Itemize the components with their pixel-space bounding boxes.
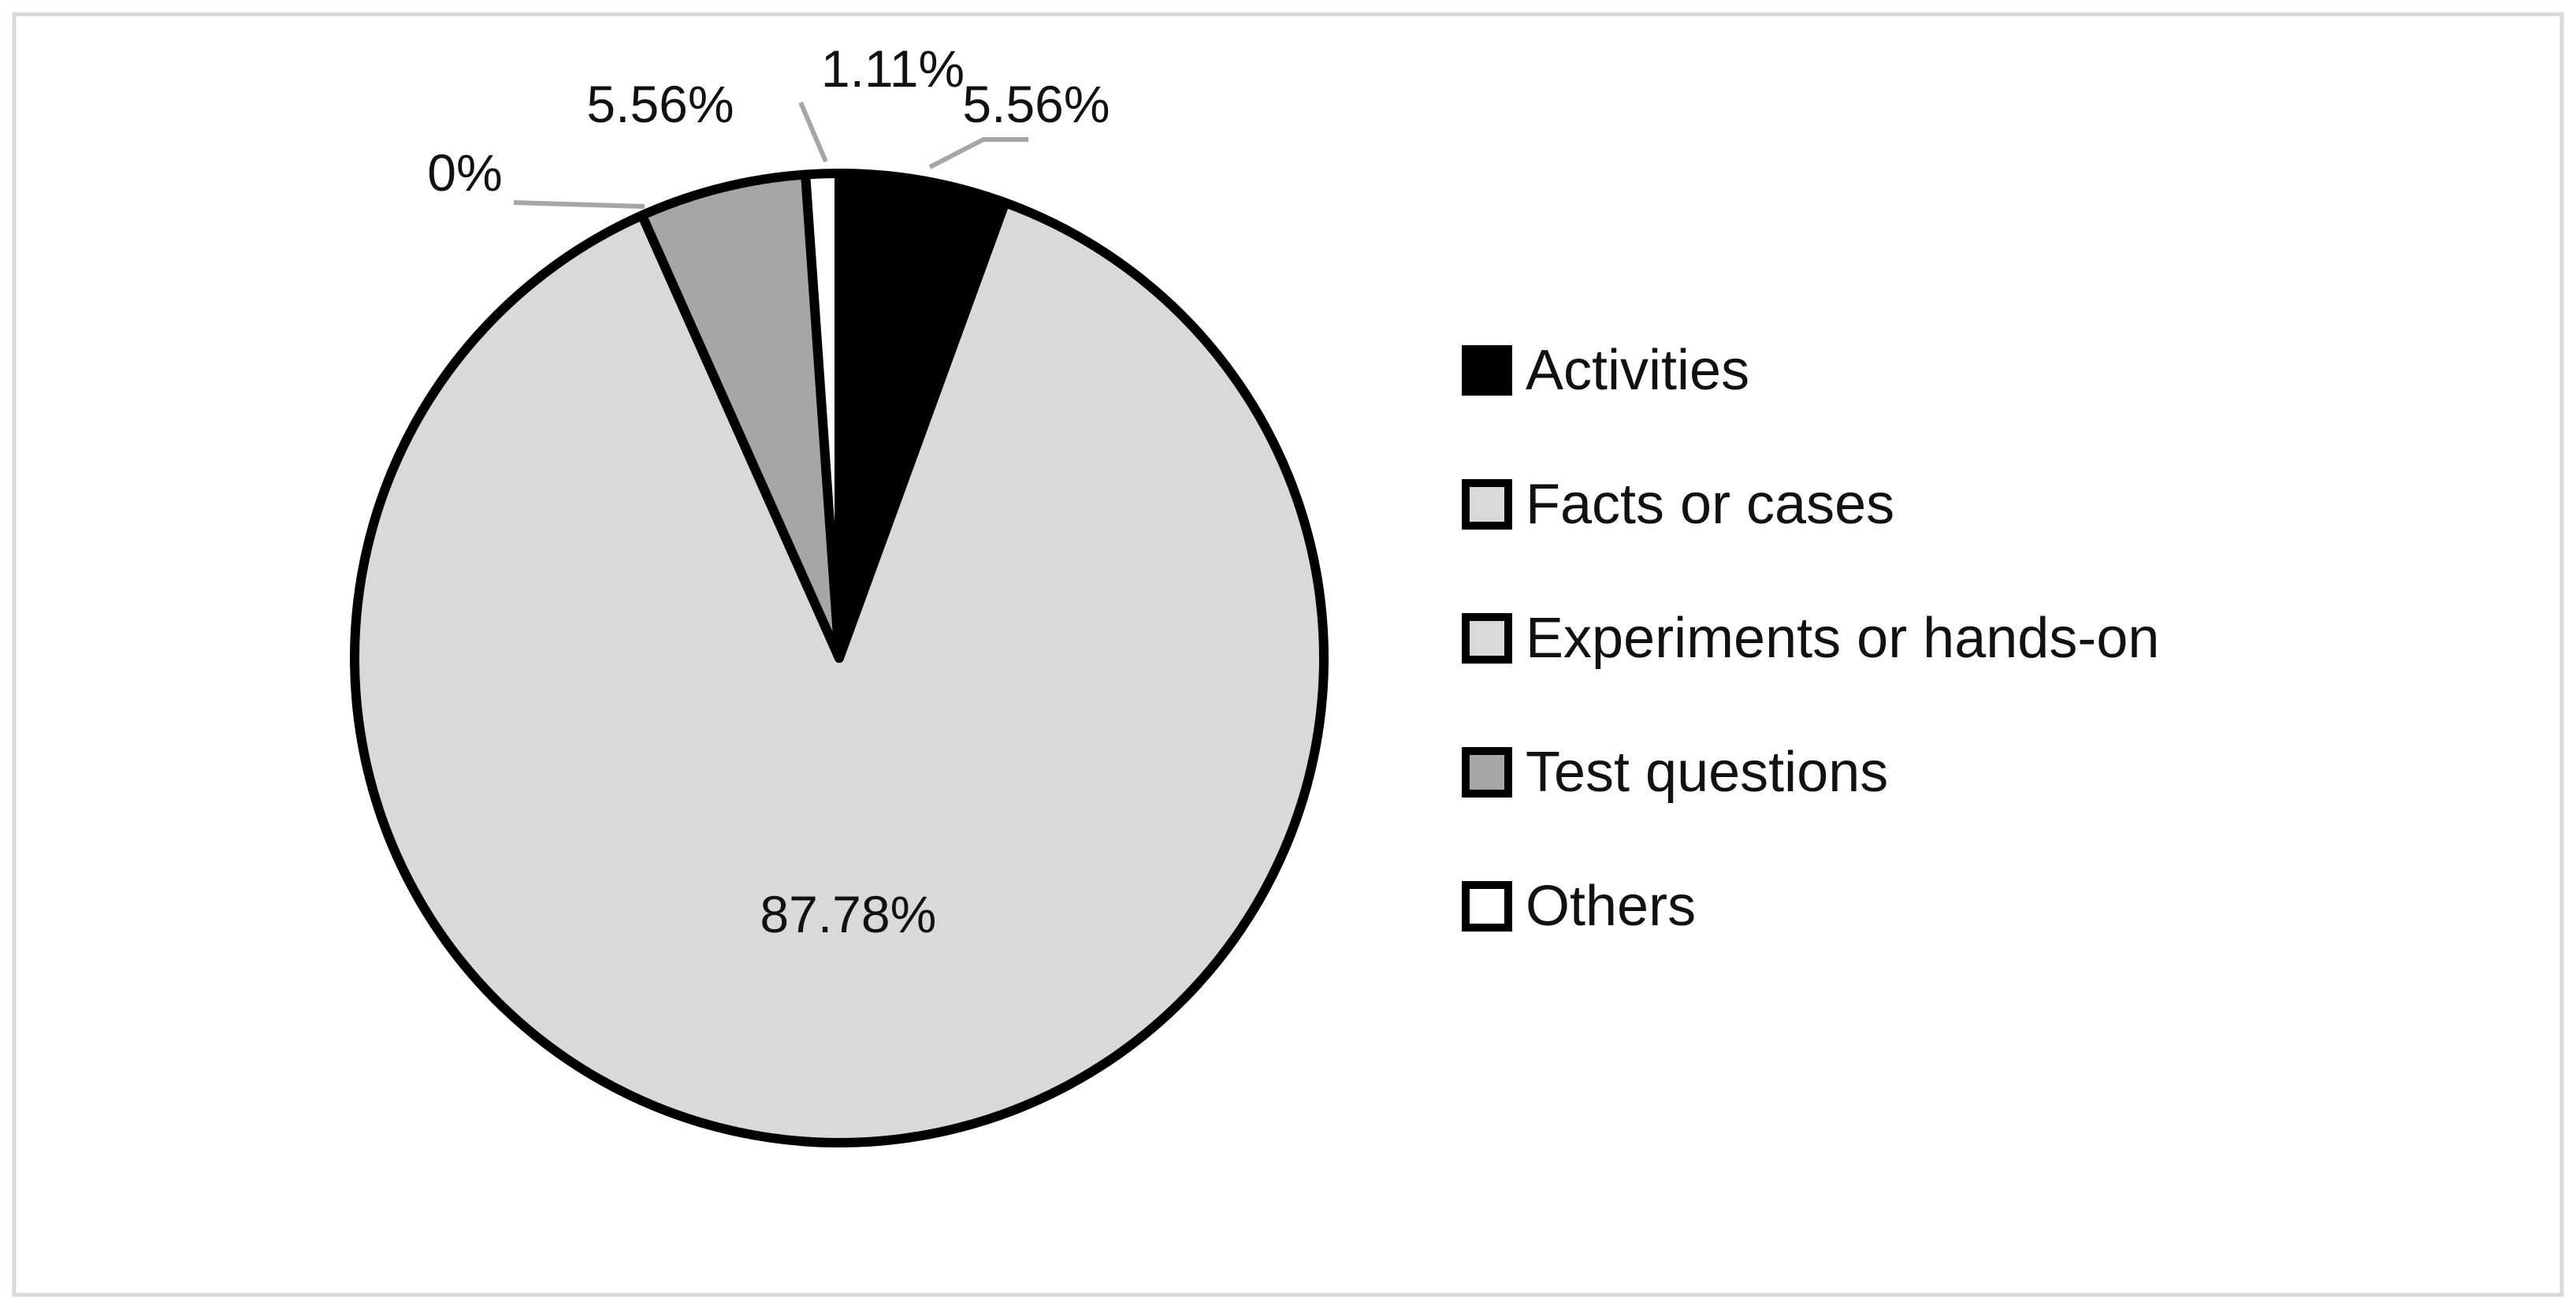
legend-label-experiments-or-hands-on: Experiments or hands-on xyxy=(1526,607,2159,670)
legend-swatch-activities xyxy=(1462,345,1512,396)
leader-lines xyxy=(513,101,1028,209)
legend-label-test-questions: Test questions xyxy=(1526,741,1888,804)
leader-line-activities xyxy=(928,137,1028,169)
data-label-activities: 5.56% xyxy=(962,75,1110,133)
leader-line-experiments-or-hands-on xyxy=(513,200,645,209)
data-label-experiments-or-hands-on: 0% xyxy=(427,143,502,202)
legend-label-others: Others xyxy=(1526,875,1696,938)
data-label-test-questions: 5.56% xyxy=(586,75,734,133)
slice-facts-or-cases xyxy=(350,198,1329,1147)
leader-line-others xyxy=(798,101,828,163)
legend-label-activities: Activities xyxy=(1526,339,1749,402)
legend-swatch-test-questions xyxy=(1462,747,1512,798)
data-labels: 5.56%87.78%0%5.56%1.11% xyxy=(427,39,1110,943)
legend-swatch-experiments-or-hands-on xyxy=(1462,613,1512,664)
legend-swatch-others xyxy=(1462,881,1512,932)
pie-slices xyxy=(350,169,1329,1147)
legend: Activities Facts or cases Experiments or h… xyxy=(1462,339,2159,938)
legend-swatch-facts-or-cases xyxy=(1462,479,1512,530)
data-label-others: 1.11% xyxy=(821,39,965,98)
slice-test-questions xyxy=(637,169,844,663)
legend-label-facts-or-cases: Facts or cases xyxy=(1526,473,1894,536)
data-label-facts-or-cases: 87.78% xyxy=(760,885,936,943)
slice-others xyxy=(801,169,844,663)
